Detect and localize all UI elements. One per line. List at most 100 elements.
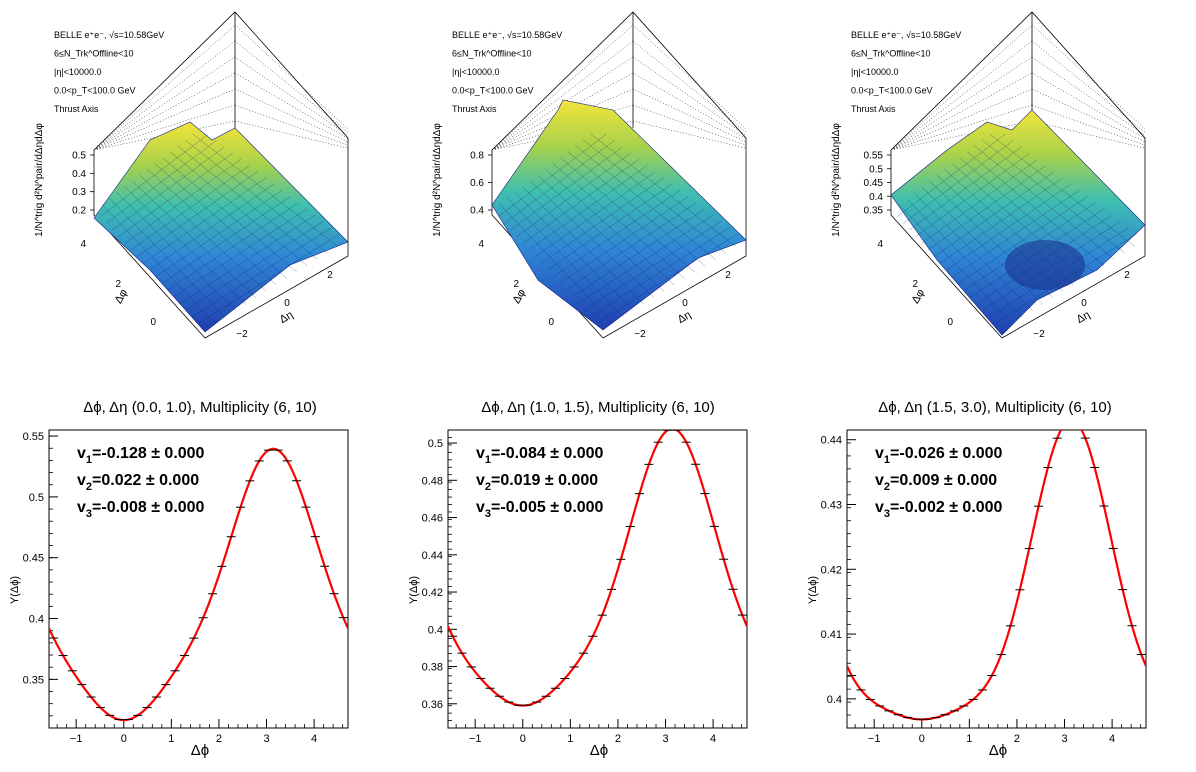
z-axis-label: 1/N^trig d²N^pair/dΔηdΔφ	[831, 123, 842, 237]
dphi-axis-label: Δφ	[910, 287, 928, 306]
fit-curve	[847, 430, 1146, 721]
annotation-prefix: v	[476, 472, 485, 489]
annotation-prefix: v	[77, 445, 86, 462]
dphi-tick-label: 2	[115, 279, 121, 290]
fit-plot: Δϕ, Δη (0.0, 1.0), Multiplicity (6, 10) −…	[9, 399, 349, 759]
y-tick-label: 0.5	[29, 492, 44, 504]
z-tick-label: 0.35	[864, 206, 884, 217]
fit-curve	[49, 447, 348, 722]
annotation-prefix: v	[476, 499, 485, 516]
info-line: 6≤N_Trk^Offline<10	[851, 49, 930, 59]
fit-annotation: v1=-0.026 ± 0.000	[875, 445, 1003, 466]
x-axis-label: Δϕ	[989, 742, 1007, 759]
annotation-prefix: v	[476, 445, 485, 462]
y-tick-label: 0.42	[422, 587, 443, 599]
info-line: |η|<10000.0	[851, 67, 898, 77]
y-tick-label: 0.45	[23, 553, 44, 565]
dphi-tick-label: 0	[150, 317, 156, 328]
annotation-sub: 1	[884, 454, 890, 466]
annotation-sub: 1	[485, 454, 491, 466]
x-tick-label: 1	[168, 733, 174, 745]
y-tick-label: 0.42	[821, 564, 842, 576]
z-tick-label: 0.6	[470, 178, 484, 189]
deta-tick-label: 0	[682, 298, 688, 309]
fit-annotation: v2=0.022 ± 0.000	[77, 472, 199, 493]
annotation-value: =-0.026 ± 0.000	[890, 445, 1003, 462]
y-tick-label: 0.48	[422, 475, 443, 487]
surface-box	[93, 11, 349, 339]
y-tick-label: 0.5	[428, 438, 443, 450]
fit-annotation: v2=0.009 ± 0.000	[875, 472, 997, 493]
info-line: |η|<10000.0	[452, 67, 499, 77]
x-axis-label: Δϕ	[590, 742, 608, 759]
plot-title: Δϕ, Δη (1.0, 1.5), Multiplicity (6, 10)	[481, 399, 715, 416]
x-tick-label: 3	[263, 733, 269, 745]
x-tick-label: 0	[121, 733, 127, 745]
annotation-prefix: v	[875, 499, 884, 516]
z-tick-label: 0.4	[72, 169, 86, 180]
y-tick-label: 0.44	[422, 550, 443, 562]
fit-annotation: v1=-0.128 ± 0.000	[77, 445, 205, 466]
annotation-sub: 2	[485, 481, 491, 493]
annotation-sub: 3	[485, 508, 491, 520]
y-tick-label: 0.36	[422, 699, 443, 711]
surface-dip	[1005, 240, 1085, 290]
y-tick-label: 0.4	[428, 624, 443, 636]
info-line: 0.0<p_T<100.0 GeV	[54, 86, 136, 96]
annotation-sub: 2	[884, 481, 890, 493]
info-line: BELLE e⁺e⁻, √s=10.58GeV	[54, 30, 164, 40]
fit-curve	[448, 430, 747, 707]
dphi-axis-label: Δφ	[511, 287, 529, 306]
dphi-tick-label: 4	[478, 239, 484, 250]
info-line: Thrust Axis	[851, 104, 896, 114]
y-tick-label: 0.55	[23, 431, 44, 443]
y-tick-label: 0.4	[29, 614, 44, 626]
z-axis-label: 1/N^trig d²N^pair/dΔηdΔφ	[432, 123, 443, 237]
surface-panel: BELLE e⁺e⁻, √s=10.58GeV 6≤N_Trk^Offline<1…	[34, 11, 349, 340]
x-tick-label: 3	[662, 733, 668, 745]
fit-plot: Δϕ, Δη (1.0, 1.5), Multiplicity (6, 10) −…	[408, 399, 748, 759]
deta-tick-label: 2	[725, 270, 731, 281]
deta-tick-label: 0	[1081, 298, 1087, 309]
dphi-tick-label: 4	[80, 239, 86, 250]
annotation-prefix: v	[875, 445, 884, 462]
y-tick-label: 0.43	[821, 500, 842, 512]
annotation-value: =0.009 ± 0.000	[890, 472, 997, 489]
info-line: 6≤N_Trk^Offline<10	[54, 49, 133, 59]
z-tick-label: 0.5	[869, 164, 883, 175]
plot-title: Δϕ, Δη (1.5, 3.0), Multiplicity (6, 10)	[878, 399, 1112, 416]
fit-annotation: v3=-0.005 ± 0.000	[476, 499, 604, 520]
x-tick-label: 1	[966, 733, 972, 745]
x-axis-label: Δϕ	[191, 742, 209, 759]
info-line: 0.0<p_T<100.0 GeV	[851, 86, 933, 96]
x-tick-label: 2	[216, 733, 222, 745]
x-tick-label: 0	[919, 733, 925, 745]
annotation-value: =-0.008 ± 0.000	[92, 499, 205, 516]
x-tick-label: 3	[1061, 733, 1067, 745]
dphi-tick-label: 0	[947, 317, 953, 328]
z-tick-label: 0.55	[864, 151, 884, 162]
y-tick-label: 0.46	[422, 513, 443, 525]
z-tick-label: 0.2	[72, 206, 86, 217]
surface-mesh	[890, 109, 1146, 336]
deta-axis-label: Δη	[676, 309, 694, 326]
surface-mesh-lines	[100, 133, 340, 324]
z-tick-label: 0.45	[864, 178, 884, 189]
y-tick-label: 0.38	[422, 662, 443, 674]
x-tick-label: 0	[520, 733, 526, 745]
surface-mesh	[93, 121, 349, 333]
z-tick-label: 0.4	[869, 192, 883, 203]
annotation-value: =0.019 ± 0.000	[491, 472, 598, 489]
deta-axis-label: Δη	[278, 309, 296, 326]
info-line: Thrust Axis	[452, 104, 497, 114]
x-tick-label: −1	[868, 733, 881, 745]
info-line: 0.0<p_T<100.0 GeV	[452, 86, 534, 96]
annotation-sub: 1	[86, 454, 92, 466]
plot-title: Δϕ, Δη (0.0, 1.0), Multiplicity (6, 10)	[83, 399, 317, 416]
annotation-prefix: v	[77, 472, 86, 489]
fit-annotation: v3=-0.002 ± 0.000	[875, 499, 1003, 520]
x-tick-label: 2	[1014, 733, 1020, 745]
x-tick-label: 1	[567, 733, 573, 745]
dphi-axis-label: Δφ	[113, 287, 131, 306]
